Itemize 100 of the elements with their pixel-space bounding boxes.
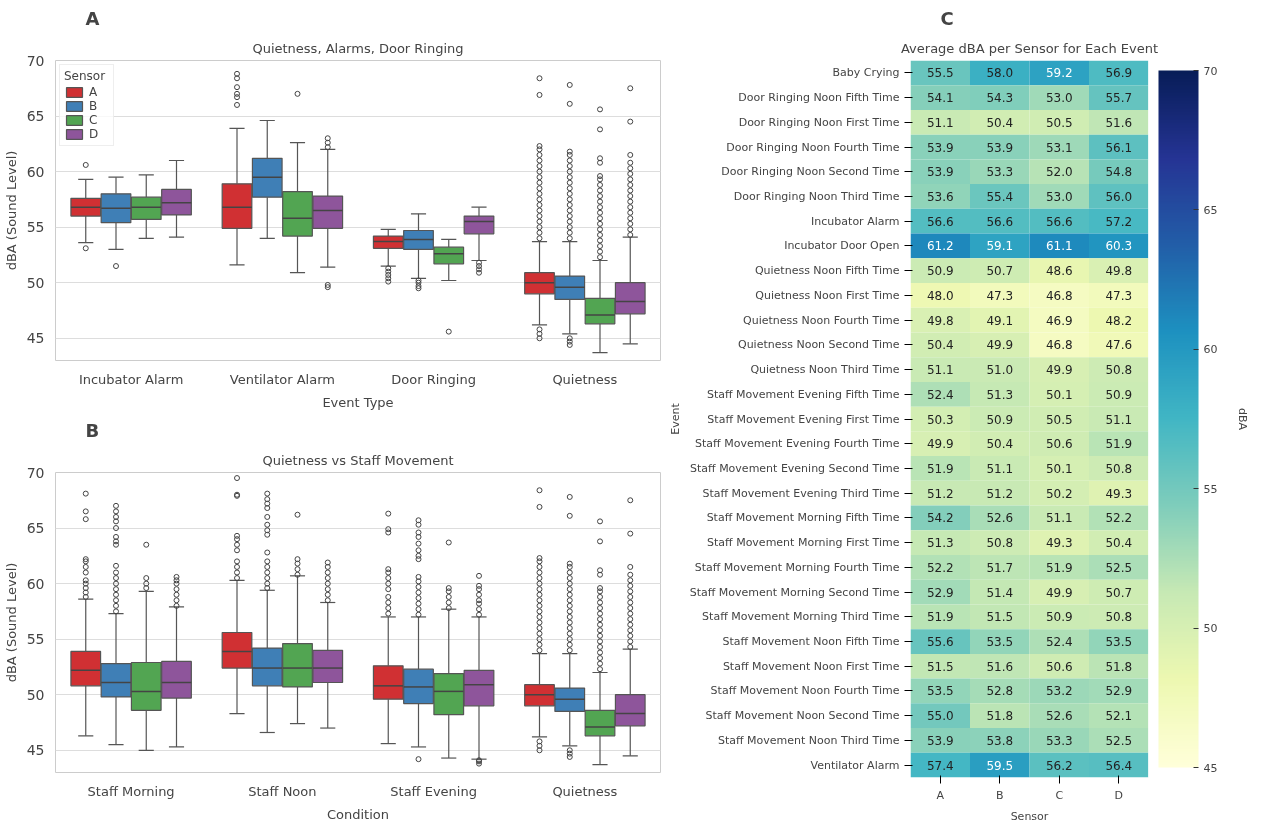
data-label: 50.5 (1045, 115, 1073, 130)
x-tick-label: Door Ringing (391, 371, 476, 387)
y-tick-label: Staff Movement Noon First Time (722, 659, 900, 673)
x-axis-title: Event Type (322, 394, 394, 410)
data-label: 50.9 (1045, 610, 1073, 625)
x-tick-label: D (1114, 788, 1123, 802)
legend-label: B (89, 99, 99, 113)
y-tick-label: 60 (26, 575, 45, 592)
data-label: 55.7 (1105, 91, 1133, 106)
legend-label: C (89, 113, 99, 127)
y-tick-label: Staff Movement Noon Third Time (717, 733, 900, 747)
data-label: 52.2 (1105, 511, 1133, 526)
data-label: 49.9 (986, 338, 1014, 353)
data-label: 54.1 (926, 91, 954, 106)
color-bar-label: 50 (1203, 622, 1218, 636)
data-label: 50.6 (1045, 659, 1073, 674)
data-label: 53.3 (986, 165, 1014, 180)
y-tick-label: 50 (26, 686, 45, 703)
data-label: 53.9 (926, 140, 954, 155)
data-label: 51.3 (926, 536, 954, 551)
data-label: 50.4 (986, 115, 1014, 130)
legend-label: D (89, 127, 100, 141)
data-label: 51.5 (926, 659, 954, 674)
y-tick-label: Staff Movement Evening First Time (707, 412, 900, 426)
data-label: 50.7 (986, 264, 1014, 279)
color-bar-label: 55 (1203, 482, 1218, 496)
data-label: 52.1 (1105, 709, 1133, 724)
y-tick-label: Door Ringing Noon Fourth Time (726, 140, 900, 154)
data-label: 55.6 (926, 635, 954, 650)
y-tick-label: 60 (26, 163, 45, 180)
data-label: 53.0 (1045, 189, 1073, 204)
data-label: 53.3 (1045, 733, 1073, 748)
data-label: 52.9 (926, 585, 954, 600)
x-tick-label: Quietness (552, 783, 618, 799)
y-tick-label: 65 (26, 520, 45, 537)
x-tick-label: Staff Morning (87, 783, 175, 799)
color-bar-label: 65 (1203, 203, 1218, 217)
data-label: 52.6 (1045, 709, 1073, 724)
y-axis-title: dBA (Sound Level) (3, 150, 19, 271)
data-label: 51.2 (986, 486, 1014, 501)
data-label: 47.3 (1105, 288, 1133, 303)
y-tick-label: Door Ringing Noon Fifth Time (738, 91, 900, 105)
y-tick-label: 70 (26, 464, 45, 481)
data-label: 50.4 (986, 437, 1014, 452)
data-label: 55.4 (986, 189, 1014, 204)
data-label: 50.8 (1105, 461, 1133, 476)
data-label: 50.7 (1105, 585, 1133, 600)
data-label: 47.6 (1105, 338, 1133, 353)
y-tick-label: Quietness Noon Fifth Time (754, 264, 900, 278)
data-label: 46.8 (1045, 288, 1073, 303)
data-label: 52.6 (986, 511, 1014, 526)
x-tick-label: Ventilator Alarm (229, 371, 335, 387)
data-label: 57.4 (926, 758, 954, 773)
x-axis-title: Condition (326, 806, 390, 822)
data-label: 54.2 (926, 511, 954, 526)
data-label: 50.9 (1105, 387, 1133, 402)
data-label: 51.9 (1105, 437, 1133, 452)
data-label: 54.8 (1105, 165, 1133, 180)
y-tick-label: Incubator Door Open (784, 239, 900, 253)
data-label: 49.9 (926, 437, 954, 452)
y-tick-label: Incubator Alarm (811, 214, 900, 228)
data-label: 55.5 (926, 66, 954, 81)
data-label: 50.2 (1045, 486, 1073, 501)
data-label: 51.9 (1045, 560, 1073, 575)
color-bar-label: 45 (1203, 761, 1218, 775)
data-label: 53.9 (986, 140, 1014, 155)
y-tick-label: Staff Movement Noon Fourth Time (710, 684, 900, 698)
data-label: 53.5 (1105, 635, 1133, 650)
y-tick-label: Quietness Noon First Time (755, 288, 900, 302)
text: C (940, 7, 954, 29)
data-label: 51.1 (926, 363, 954, 378)
y-tick-label: Staff Movement Morning Fifth Time (706, 511, 900, 525)
data-label: 52.9 (1105, 684, 1133, 699)
data-label: 59.1 (986, 239, 1014, 254)
x-tick-label: Quietness (552, 371, 618, 387)
data-label: 58.0 (986, 66, 1014, 81)
data-label: 51.7 (986, 560, 1014, 575)
data-label: 51.5 (986, 610, 1014, 625)
data-label: 50.1 (1045, 387, 1073, 402)
data-label: 51.9 (926, 461, 954, 476)
chart-title: Quietness vs Staff Movement (262, 452, 454, 468)
data-label: 61.1 (1045, 239, 1073, 254)
data-label: 51.2 (926, 486, 954, 501)
data-label: 52.2 (926, 560, 954, 575)
text: B (85, 419, 100, 441)
data-label: 53.5 (986, 635, 1014, 650)
data-label: 50.9 (926, 264, 954, 279)
y-tick-label: 50 (26, 274, 45, 291)
y-tick-label: Staff Movement Evening Fifth Time (706, 387, 900, 401)
y-tick-label: Staff Movement Noon Fifth Time (722, 635, 900, 649)
y-tick-label: 45 (26, 330, 45, 347)
data-label: 51.9 (926, 610, 954, 625)
data-label: 51.4 (986, 585, 1014, 600)
data-label: 56.4 (1105, 758, 1133, 773)
data-label: 50.6 (1045, 437, 1073, 452)
data-label: 51.1 (1105, 412, 1133, 427)
data-label: 51.8 (986, 709, 1014, 724)
data-label: 48.0 (926, 288, 954, 303)
chart-title: Quietness, Alarms, Door Ringing (252, 40, 464, 56)
data-label: 49.8 (926, 313, 954, 328)
